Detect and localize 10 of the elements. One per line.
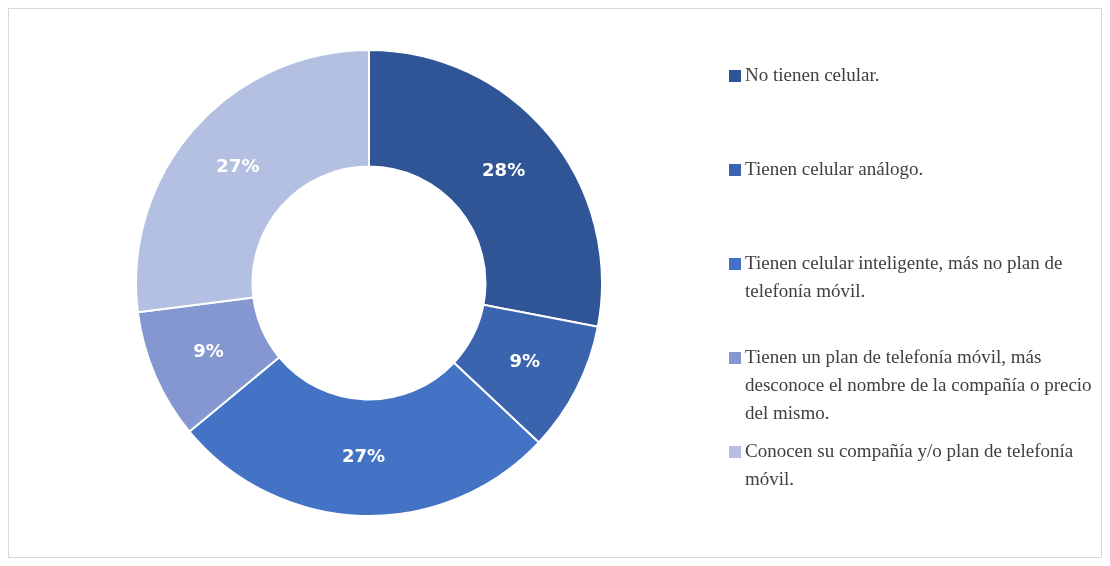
data-label: 28%: [482, 159, 526, 181]
legend-label: Tienen un plan de telefonía móvil, más desconoce el nombre de la compañía o precio del mismo.: [745, 345, 1093, 425]
legend-label: Tienen celular inteligente, más no plan de telefonía móvil.: [745, 251, 1064, 303]
data-label: 9%: [193, 340, 224, 362]
legend-label: Conocen su compañía y/o plan de telefonía móvil.: [745, 439, 1075, 491]
legend-label: No tienen celular.: [745, 63, 881, 87]
data-label: 27%: [216, 155, 260, 177]
legend-label: Tienen celular análogo.: [745, 157, 925, 181]
data-label: 9%: [509, 350, 540, 372]
data-label: 27%: [341, 445, 386, 467]
